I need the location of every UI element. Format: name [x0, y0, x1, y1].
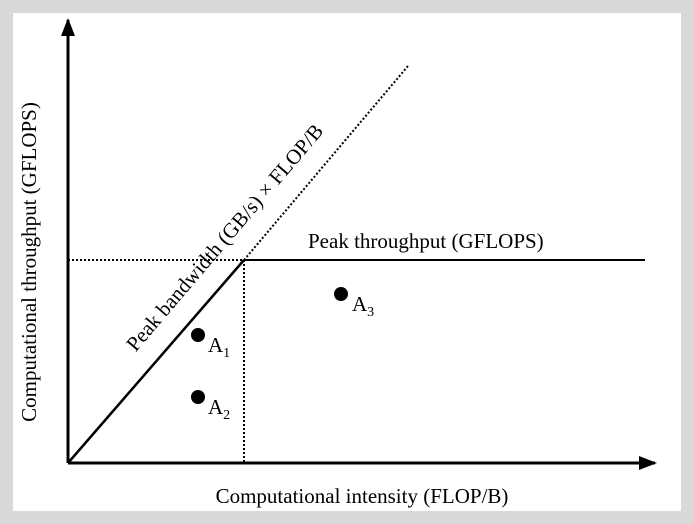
point-a3: A3 [334, 287, 374, 320]
point-a1: A1 [191, 328, 230, 361]
diagram-frame [13, 13, 681, 511]
point-a2: A2 [191, 390, 230, 423]
throughput-label: Peak throughput (GFLOPS) [308, 229, 544, 253]
bandwidth-label: Peak bandwidth (GB/s) × FLOP/B [121, 119, 328, 356]
svg-text:A2: A2 [208, 395, 230, 423]
svg-text:A1: A1 [208, 333, 230, 361]
y-axis-label: Computational throughput (GFLOPS) [17, 102, 41, 422]
x-axis-label: Computational intensity (FLOP/B) [216, 484, 509, 508]
bandwidth-line [67, 259, 245, 464]
svg-text:A3: A3 [352, 292, 374, 320]
